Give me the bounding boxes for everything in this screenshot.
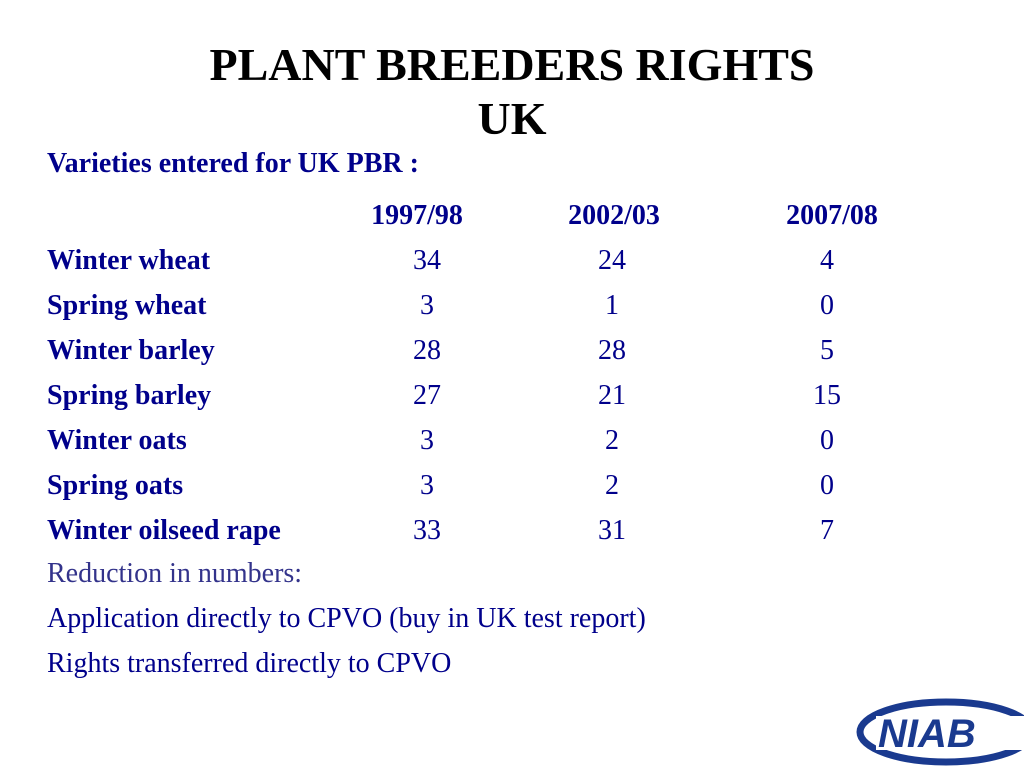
row-value-2007-08: 0 [820, 425, 834, 456]
table-row: Winter wheat 34 24 4 [47, 238, 947, 283]
note-rights: Rights transferred directly to CPVO [47, 648, 452, 679]
row-value-1997-98: 3 [420, 470, 434, 501]
row-label: Winter barley [47, 335, 215, 366]
title-line-2: UK [477, 93, 547, 144]
row-value-2007-08: 7 [820, 515, 834, 546]
column-header-1997-98: 1997/98 [371, 200, 463, 231]
table-header: 1997/98 2002/03 2007/08 [47, 193, 947, 238]
notes-list: Reduction in numbers: Application direct… [47, 551, 646, 686]
row-value-1997-98: 28 [413, 335, 441, 366]
row-value-2002-03: 31 [598, 515, 626, 546]
row-value-2002-03: 24 [598, 245, 626, 276]
row-label: Spring wheat [47, 290, 207, 321]
varieties-table: 1997/98 2002/03 2007/08 Winter wheat 34 … [47, 193, 947, 553]
row-value-2007-08: 15 [813, 380, 841, 411]
row-value-2007-08: 0 [820, 290, 834, 321]
row-value-2002-03: 2 [605, 470, 619, 501]
table-row: Spring wheat 3 1 0 [47, 283, 947, 328]
row-value-1997-98: 3 [420, 290, 434, 321]
row-value-1997-98: 33 [413, 515, 441, 546]
table-row: Spring barley 27 21 15 [47, 373, 947, 418]
row-label: Winter oilseed rape [47, 515, 281, 546]
table-row: Winter oilseed rape 33 31 7 [47, 508, 947, 553]
row-label: Winter wheat [47, 245, 211, 276]
table-row: Winter oats 3 2 0 [47, 418, 947, 463]
row-value-2002-03: 2 [605, 425, 619, 456]
slide-title: PLANT BREEDERS RIGHTS UK [0, 38, 1024, 146]
row-value-2007-08: 4 [820, 245, 834, 276]
title-line-1: PLANT BREEDERS RIGHTS [209, 39, 815, 90]
row-value-1997-98: 34 [413, 245, 441, 276]
note-application: Application directly to CPVO (buy in UK … [47, 603, 646, 634]
table-row: Spring oats 3 2 0 [47, 463, 947, 508]
row-value-2002-03: 28 [598, 335, 626, 366]
table-row: Winter barley 28 28 5 [47, 328, 947, 373]
niab-logo: NIAB [856, 694, 1024, 768]
logo-text: NIAB [878, 712, 976, 756]
column-header-2007-08: 2007/08 [786, 200, 878, 231]
row-value-2002-03: 1 [605, 290, 619, 321]
row-label: Spring oats [47, 470, 184, 501]
row-value-2007-08: 5 [820, 335, 834, 366]
row-label: Winter oats [47, 425, 187, 456]
row-value-2002-03: 21 [598, 380, 626, 411]
row-label: Spring barley [47, 380, 212, 411]
row-value-2007-08: 0 [820, 470, 834, 501]
row-value-1997-98: 3 [420, 425, 434, 456]
table-subtitle: Varieties entered for UK PBR : [47, 148, 419, 179]
column-header-2002-03: 2002/03 [568, 200, 660, 231]
note-reduction: Reduction in numbers: [47, 558, 303, 589]
row-value-1997-98: 27 [413, 380, 441, 411]
